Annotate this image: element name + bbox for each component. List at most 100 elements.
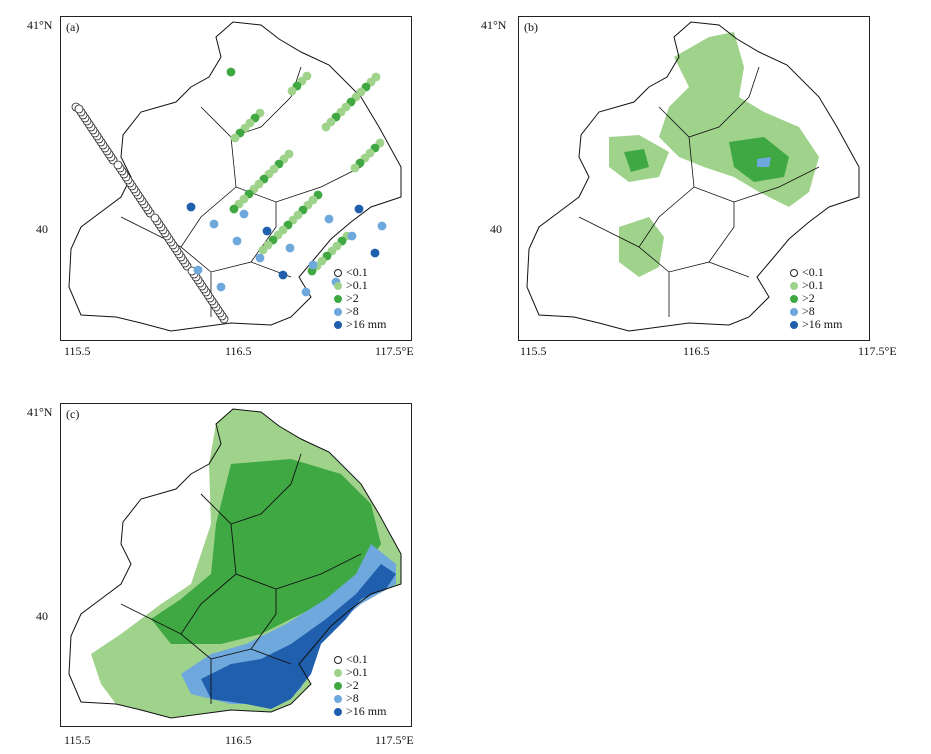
station-marker bbox=[230, 133, 240, 143]
legend-swatch bbox=[334, 655, 342, 664]
lat-label-40: 40 bbox=[36, 222, 48, 236]
station-marker bbox=[278, 270, 288, 280]
station-marker bbox=[347, 231, 357, 241]
station-marker bbox=[377, 221, 387, 231]
legend-label: >16 mm bbox=[802, 317, 843, 331]
station-marker bbox=[285, 243, 295, 253]
legend-label: <0.1 bbox=[802, 265, 824, 279]
legend-label: >2 bbox=[346, 678, 359, 692]
lat-label-41-b: 41°N bbox=[481, 18, 507, 32]
legend-swatch bbox=[790, 307, 798, 316]
panel-label-a: (a) bbox=[66, 20, 80, 34]
legend-swatch bbox=[790, 281, 798, 290]
station-marker bbox=[321, 122, 331, 132]
legend-label: >8 bbox=[346, 691, 359, 705]
map-frame-c bbox=[60, 403, 412, 727]
legend-item: >2 bbox=[334, 292, 386, 305]
station-marker bbox=[229, 204, 239, 214]
station-marker bbox=[150, 213, 160, 223]
station-marker bbox=[216, 282, 226, 292]
legend-item: <0.1 bbox=[334, 266, 386, 279]
station-marker bbox=[232, 236, 242, 246]
station-marker bbox=[239, 209, 249, 219]
legend-item: >0.1 bbox=[790, 279, 842, 292]
legend-label: >2 bbox=[802, 291, 815, 305]
lon-label-a-3: 117.5°E bbox=[375, 344, 414, 358]
legend-label: <0.1 bbox=[346, 652, 368, 666]
station-marker bbox=[370, 248, 380, 258]
legend-label: >0.1 bbox=[346, 278, 368, 292]
legend-item: >8 bbox=[790, 305, 842, 318]
legend-item: >16 mm bbox=[334, 318, 386, 331]
precip-area-green-2 bbox=[624, 149, 649, 172]
precip-map-b bbox=[526, 21, 860, 332]
station-marker bbox=[301, 287, 311, 297]
legend-swatch bbox=[334, 320, 342, 329]
precip-area-light bbox=[659, 32, 819, 207]
legend-item: >8 bbox=[334, 692, 386, 705]
legend-label: >16 mm bbox=[346, 704, 387, 718]
lat-label-40-b: 40 bbox=[490, 222, 502, 236]
beijing-boundary bbox=[526, 21, 860, 332]
station-marker bbox=[350, 163, 360, 173]
lon-label-b-3: 117.5°E bbox=[858, 344, 897, 358]
station-marker bbox=[324, 214, 334, 224]
legend-swatch bbox=[334, 694, 342, 703]
lon-label-a-2: 116.5 bbox=[225, 344, 252, 358]
precip-area-blue bbox=[757, 157, 771, 167]
lat-label-41: 41°N bbox=[27, 18, 53, 32]
legend-label: >8 bbox=[346, 304, 359, 318]
legend-swatch bbox=[790, 294, 798, 303]
station-marker bbox=[258, 245, 268, 255]
lat-label-40-c: 40 bbox=[36, 609, 48, 623]
legend-swatch bbox=[790, 268, 798, 277]
legend-label: >16 mm bbox=[346, 317, 387, 331]
station-marker bbox=[193, 265, 203, 275]
station-marker bbox=[262, 226, 272, 236]
legend-item: >2 bbox=[334, 679, 386, 692]
legend-label: >8 bbox=[802, 304, 815, 318]
precip-map-c bbox=[68, 408, 402, 719]
legend-item: >8 bbox=[334, 305, 386, 318]
legend-item: >0.1 bbox=[334, 279, 386, 292]
map-frame-a bbox=[60, 16, 412, 341]
legend-swatch bbox=[334, 668, 342, 677]
legend-swatch bbox=[334, 281, 342, 290]
station-marker bbox=[74, 104, 84, 114]
lon-label-c-1: 115.5 bbox=[64, 733, 91, 747]
legend-label: >2 bbox=[346, 291, 359, 305]
lat-label-41-c: 41°N bbox=[27, 405, 53, 419]
lon-label-b-1: 115.5 bbox=[520, 344, 547, 358]
beijing-boundary bbox=[68, 408, 402, 719]
station-marker bbox=[186, 202, 196, 212]
lon-label-a-1: 115.5 bbox=[64, 344, 91, 358]
lon-label-c-2: 116.5 bbox=[225, 733, 252, 747]
district-lines bbox=[120, 453, 362, 704]
legend-item: >2 bbox=[790, 292, 842, 305]
district-lines bbox=[120, 66, 362, 317]
legend-label: <0.1 bbox=[346, 265, 368, 279]
lon-label-b-2: 116.5 bbox=[683, 344, 710, 358]
station-marker bbox=[209, 219, 219, 229]
legend-swatch bbox=[334, 307, 342, 316]
legend-item: >16 mm bbox=[334, 705, 386, 718]
station-marker bbox=[354, 204, 364, 214]
legend-item: <0.1 bbox=[790, 266, 842, 279]
precip-area-darkblue bbox=[201, 564, 396, 709]
lon-label-c-3: 117.5°E bbox=[375, 733, 414, 747]
legend-swatch bbox=[334, 681, 342, 690]
beijing-boundary bbox=[68, 21, 402, 332]
legend-c: <0.1 >0.1 >2 >8 >16 mm bbox=[334, 653, 386, 718]
station-marker bbox=[255, 253, 265, 263]
map-frame-b bbox=[518, 16, 870, 341]
station-marker bbox=[287, 86, 297, 96]
station-marker bbox=[226, 67, 236, 77]
precip-area-light-3 bbox=[619, 217, 664, 277]
station-marker bbox=[308, 260, 318, 270]
panel-label-b: (b) bbox=[524, 20, 538, 34]
legend-label: >0.1 bbox=[346, 665, 368, 679]
legend-a: <0.1 >0.1 >2 >8 >16 mm bbox=[334, 266, 386, 331]
legend-swatch bbox=[790, 320, 798, 329]
legend-swatch bbox=[334, 268, 342, 277]
legend-item: <0.1 bbox=[334, 653, 386, 666]
